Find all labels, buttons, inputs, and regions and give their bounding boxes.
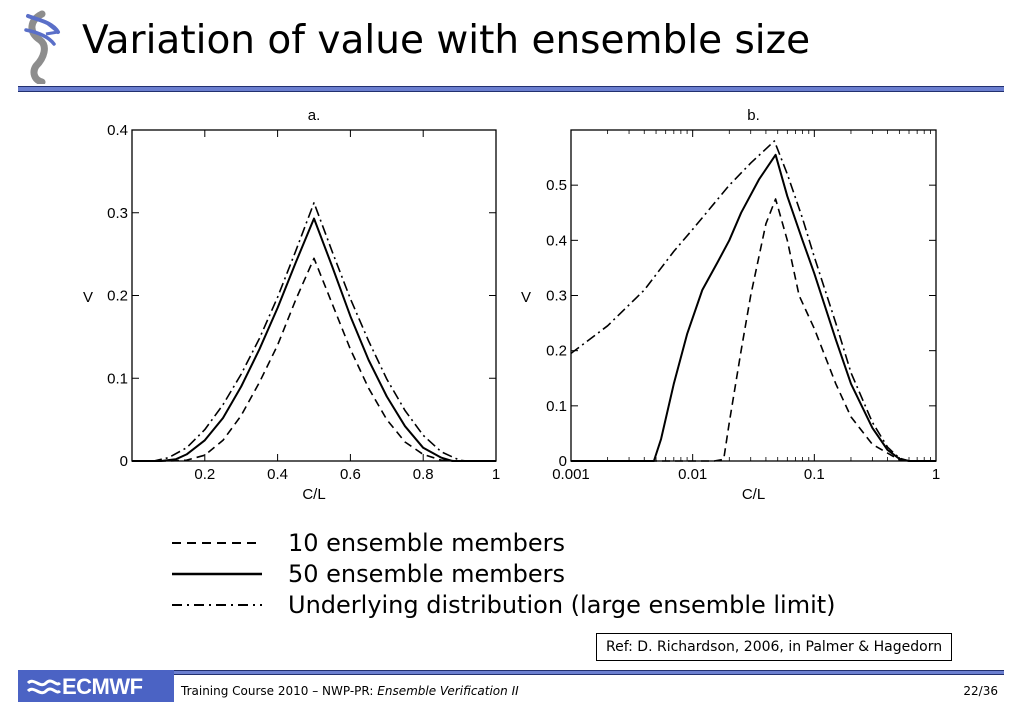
x-tick-label: 1 — [492, 466, 500, 483]
course-name: Training Course 2010 – NWP-PR: — [181, 684, 378, 698]
plot-frame — [131, 129, 497, 462]
dashed-line-swatch — [172, 542, 262, 544]
x-tick-label: 0.8 — [413, 466, 434, 483]
y-tick-label: 0.1 — [107, 370, 128, 387]
y-tick-label: 0 — [120, 453, 128, 470]
y-tick-label: 0.5 — [546, 177, 567, 194]
x-axis-label: C/L — [302, 486, 325, 503]
legend-label: Underlying distribution (large ensemble … — [288, 591, 836, 619]
y-tick-label: 0 — [559, 453, 567, 470]
series-line-solid — [571, 153, 936, 462]
chart-title: b. — [747, 107, 760, 124]
series-line-dash-dot — [570, 140, 936, 462]
x-axis-label: C/L — [742, 486, 765, 503]
solid-line-swatch — [172, 572, 262, 576]
x-tick-label: 0.6 — [340, 466, 361, 483]
x-tick-label: 0.001 — [552, 466, 590, 483]
y-tick-label: 0.3 — [107, 205, 128, 222]
series-line-dashed — [571, 198, 936, 462]
page-number: 22/36 — [963, 684, 998, 698]
footer: ECMWF Training Course 2010 – NWP-PR: Ens… — [18, 670, 1004, 702]
x-tick-label: 0.2 — [194, 466, 215, 483]
logo-text: ECMWF — [62, 674, 143, 699]
series-line-dashed — [132, 257, 496, 462]
title-divider — [18, 86, 1004, 92]
wave-logo-icon — [26, 679, 62, 695]
reference-box: Ref: D. Richardson, 2006, in Palmer & Ha… — [596, 633, 953, 661]
ecmwf-footer-logo: ECMWF — [18, 670, 174, 702]
dash-dot-line-swatch — [172, 604, 262, 606]
chart-b: b. 0.001 0.01 0.1 1 0 0.1 0.2 0.3 0.4 0.5 C/L V — [521, 107, 940, 503]
chart-a: a. 0.2 0.4 0.6 0.8 1 0 0.1 0.2 0.3 0.4 C/L V — [83, 107, 500, 503]
x-tick-label: 1 — [932, 466, 940, 483]
slide-title: Variation of value with ensemble size — [82, 18, 811, 63]
y-tick-label: 0.3 — [546, 288, 567, 305]
series-line-dash-dot — [132, 202, 496, 462]
footer-divider — [18, 670, 1004, 675]
y-tick-label: 0.1 — [546, 398, 567, 415]
series-line-solid — [132, 217, 496, 462]
chart-title: a. — [308, 107, 321, 124]
y-axis-label: V — [83, 289, 93, 306]
footer-course-text: Training Course 2010 – NWP-PR: Ensemble … — [181, 684, 519, 698]
plot-frame — [570, 129, 937, 462]
y-tick-label: 0.2 — [546, 343, 567, 360]
legend-label: 50 ensemble members — [288, 560, 565, 588]
x-tick-label: 0.4 — [267, 466, 288, 483]
legend-item-50-members: 50 ensemble members — [170, 559, 930, 589]
y-tick-label: 0.2 — [107, 288, 128, 305]
legend-item-10-members: 10 ensemble members — [170, 528, 930, 558]
x-tick-label: 0.01 — [678, 466, 707, 483]
ecmwf-swirl-logo-icon — [24, 10, 60, 84]
y-axis-label: V — [521, 289, 531, 306]
legend-item-underlying: Underlying distribution (large ensemble … — [170, 590, 930, 620]
y-tick-label: 0.4 — [546, 232, 567, 249]
x-tick-label: 0.1 — [804, 466, 825, 483]
course-topic: Ensemble Verification II — [377, 684, 519, 698]
y-tick-label: 0.4 — [107, 122, 128, 139]
legend-label: 10 ensemble members — [288, 529, 565, 557]
